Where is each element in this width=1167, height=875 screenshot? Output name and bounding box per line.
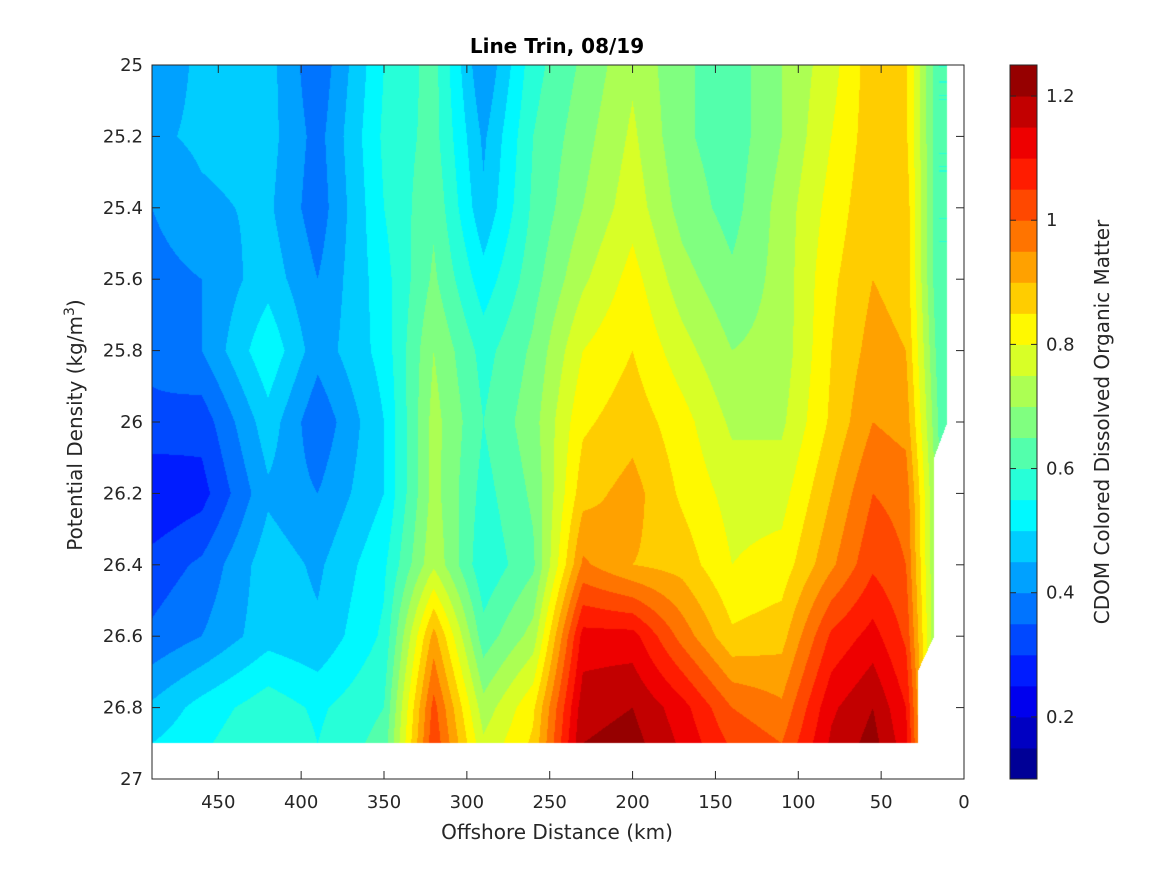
y-tick-label: 26.6 [103, 626, 143, 647]
x-tick-label: 450 [201, 792, 235, 813]
colorbar-band [1010, 220, 1037, 252]
colorbar-band [1010, 96, 1037, 128]
colorbar-band [1010, 685, 1037, 718]
colorbar-band [1010, 313, 1037, 345]
colorbar-band [1010, 561, 1037, 594]
colorbar-band [1010, 747, 1037, 780]
y-tick-label: 25.6 [103, 269, 143, 290]
x-tick-label: 0 [958, 792, 969, 813]
colorbar-band [1010, 437, 1037, 470]
y-tick-label: 25 [120, 55, 143, 76]
colorbar-band [1010, 406, 1037, 439]
colorbar-band [1010, 127, 1037, 159]
colorbar-band [1010, 499, 1037, 532]
colorbar-tick-label: 0.4 [1046, 583, 1075, 604]
colorbar-band [1010, 623, 1037, 656]
x-tick-label: 350 [367, 792, 401, 813]
colorbar-band [1010, 282, 1037, 314]
colorbar-band [1010, 654, 1037, 687]
colorbar-band [1010, 251, 1037, 283]
colorbar-label: CDOM Colored Dissolved Organic Matter [1090, 219, 1114, 624]
y-tick-label: 25.8 [103, 341, 143, 362]
colorbar-bands [1010, 65, 1037, 780]
colorbar-band [1010, 158, 1037, 190]
colorbar-tick-label: 0.6 [1046, 459, 1075, 480]
colorbar-tick-label: 1.2 [1046, 86, 1075, 107]
colorbar-band [1010, 716, 1037, 749]
x-tick-label: 200 [615, 792, 649, 813]
x-tick-label: 150 [698, 792, 732, 813]
y-tick-label: 26 [120, 412, 143, 433]
x-tick-label: 400 [284, 792, 318, 813]
x-tick-label: 300 [450, 792, 484, 813]
colorbar-ticks: 0.2 0.4 0.6 0.8 1 1.2 [1010, 86, 1075, 728]
x-tick-label: 250 [533, 792, 567, 813]
y-tick-label: 25.2 [103, 126, 143, 147]
colorbar-band [1010, 189, 1037, 221]
y-axis-label-end: ) [63, 299, 87, 307]
y-axis-label-main: Potential Density (kg/m [63, 316, 87, 551]
colorbar-band [1010, 344, 1037, 376]
colorbar-band [1010, 530, 1037, 563]
x-tick-label: 50 [870, 792, 893, 813]
y-tick-label: 26.4 [103, 555, 143, 576]
y-tick-label: 27 [120, 769, 143, 790]
colorbar-band [1010, 375, 1037, 407]
y-axis-ticks: 25 25.2 25.4 25.6 25.8 26 26.2 26.4 26.6 26.8 27 [103, 55, 964, 790]
y-tick-label: 26.2 [103, 483, 143, 504]
plot-area: 450 400 350 300 250 200 150 100 50 0 2525.225.425… [103, 55, 970, 813]
colorbar-band [1010, 592, 1037, 625]
y-axis-label-superscript: 3 [62, 307, 78, 316]
x-axis-label: Offshore Distance (km) [441, 820, 673, 844]
y-tick-label: 26.8 [103, 698, 143, 719]
colorbar-tick-label: 0.2 [1046, 707, 1075, 728]
chart-title: Line Trin, 08/19 [470, 34, 644, 58]
colorbar-band [1010, 468, 1037, 501]
colorbar-frame [1009, 64, 1038, 780]
colorbar-tick-label: 1 [1046, 210, 1057, 231]
y-tick-label: 25.4 [103, 198, 143, 219]
colorbar-band [1010, 65, 1037, 97]
x-tick-label: 100 [781, 792, 815, 813]
y-axis-label: Potential Density (kg/m3) [62, 299, 87, 550]
colorbar-tick-label: 0.8 [1046, 334, 1075, 355]
cdom-contour-field [152, 65, 964, 779]
x-axis-ticks: 450 400 350 300 250 200 150 100 50 0 [201, 65, 970, 813]
colorbar: 0.2 0.4 0.6 0.8 1 1.2 [1009, 64, 1075, 780]
